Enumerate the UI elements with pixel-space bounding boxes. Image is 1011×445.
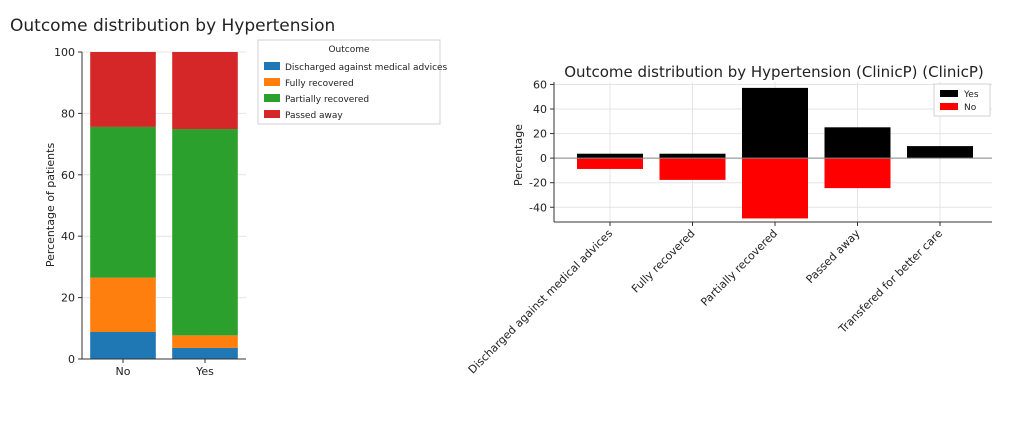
chart2-xtick-label: Discharged against medical advices [466, 227, 616, 377]
chart1-bar-segment [172, 335, 238, 348]
chart2-xtick-label: Fully recovered [629, 227, 698, 296]
chart2-axes [553, 82, 992, 223]
chart1-legend-label: Passed away [285, 111, 343, 121]
chart2-ytick-label: -20 [529, 177, 547, 190]
chart1-ytick-label: 0 [68, 353, 75, 366]
chart1-axes [81, 52, 246, 360]
chart1-ytick-label: 40 [61, 230, 75, 243]
chart2-legend-label: Yes [963, 90, 979, 100]
chart1-legend-label: Partially recovered [285, 95, 369, 105]
chart1-ylabel: Percentage of patients [44, 143, 57, 268]
chart1-bar-segment [172, 129, 238, 336]
chart1-xtick-label: Yes [195, 365, 214, 378]
chart1-bar-segment [90, 126, 156, 278]
chart2-title: Outcome distribution by Hypertension (Cl… [564, 63, 984, 81]
chart1-legend-swatch [264, 78, 280, 86]
chart1-legend-box [257, 39, 441, 125]
chart2-ytick-label: 20 [533, 128, 547, 141]
chart2-legend-swatch [940, 90, 958, 97]
chart1-ytick-label: 60 [61, 169, 75, 182]
chart1-title: Outcome distribution by Hypertension [10, 16, 335, 36]
chart2-bar-no [577, 158, 643, 169]
chart1-bar-segment [90, 331, 156, 359]
diverging-bar-chart: Outcome distribution by Hypertension (Cl… [466, 63, 992, 376]
chart1-bars [90, 52, 238, 359]
chart2-ytick-label: 0 [540, 152, 547, 165]
chart2-legend-swatch [940, 103, 958, 110]
chart2-bar-yes [824, 127, 891, 159]
chart1-legend-swatch [264, 110, 280, 118]
chart1-ytick-label: 20 [61, 292, 75, 305]
chart2-legend-box [933, 83, 991, 117]
chart1-legend-swatch [264, 62, 280, 70]
chart2-ytick-label: -40 [529, 201, 547, 214]
chart1-bar-segment [90, 52, 156, 127]
chart2-bar-yes [577, 153, 643, 159]
chart2-bars [577, 87, 973, 219]
chart2-bar-yes [742, 87, 808, 159]
chart2-ticks: -40 -20 0 20 40 60 Discharged against medical … [466, 78, 946, 376]
chart1-legend-label: Fully recovered [285, 79, 354, 89]
chart1-bar-segment [172, 347, 238, 359]
chart2-bar-no [659, 158, 726, 180]
chart2-ytick-label: 40 [533, 103, 547, 116]
chart1-xtick-label: No [116, 365, 131, 378]
chart2-bar-no [824, 158, 891, 189]
chart2-xtick-label: Passed away [804, 227, 863, 286]
chart2-bar-yes [907, 146, 973, 159]
chart2-bar-no [742, 158, 808, 219]
chart2-legend: Yes No [933, 83, 991, 117]
chart2-bar-yes [659, 153, 726, 159]
chart1-ytick-label: 80 [61, 107, 75, 120]
chart2-ylabel: Percentage [512, 124, 525, 186]
chart1-ytick-label: 100 [54, 46, 75, 59]
chart1-legend-label: Discharged against medical advices [285, 63, 448, 73]
chart1-bar-segment [90, 277, 156, 332]
chart1-legend: Outcome Discharged against medical advic… [257, 39, 448, 125]
chart1-legend-title: Outcome [328, 45, 370, 55]
chart2-legend-label: No [964, 103, 977, 113]
chart1-bar-segment [172, 52, 238, 130]
chart2-xtick-label: Partially recovered [698, 227, 780, 309]
stacked-bar-chart: Outcome distribution by Hypertension Per… [10, 16, 448, 378]
chart1-legend-swatch [264, 94, 280, 102]
chart2-ytick-label: 60 [533, 78, 547, 91]
chart1-ticks: 0 20 40 60 80 100 No Yes [54, 46, 214, 378]
